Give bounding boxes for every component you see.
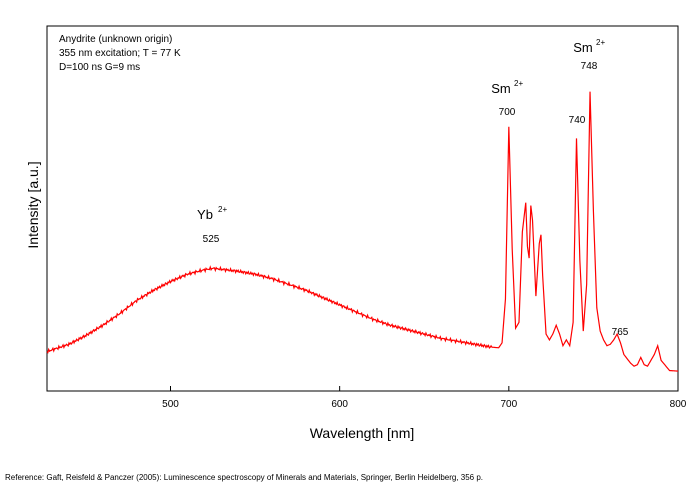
annotation-ion-label: Sm [573,40,593,55]
annotation-wavelength-label: 700 [499,107,516,118]
x-tick-label: 500 [162,399,179,410]
info-line-2: 355 nm excitation; T = 77 K [59,48,181,59]
series-line [46,91,679,372]
annotation-wavelength-label: 525 [203,234,220,245]
x-tick-label: 700 [500,399,517,410]
annotation-ion-label: Yb [197,207,213,222]
annotation-wavelength-label: 765 [612,327,629,338]
x-axis-label: Wavelength [nm] [310,425,415,441]
annotation-wavelength-label: 748 [581,61,598,72]
info-line-1: Anydrite (unknown origin) [59,34,172,45]
x-tick-label: 600 [331,399,348,410]
annotation-wavelength-label: 740 [569,115,586,126]
annotation-superscript: 2+ [218,205,227,214]
spectrum-chart: Anydrite (unknown origin) 355 nm excitat… [25,25,687,441]
annotation-superscript: 2+ [596,38,605,47]
x-tick-label: 800 [670,399,687,410]
x-axis-ticks: 500 600 700 800 [162,386,687,410]
y-axis-label: Intensity [a.u.] [25,161,41,248]
plot-frame [46,25,679,392]
reference-note: Reference: Gaft, Reisfeld & Panczer (200… [5,473,484,482]
info-line-3: D=100 ns G=9 ms [59,62,140,73]
annotation-ion-label: Sm [491,81,511,96]
annotation-superscript: 2+ [514,79,523,88]
series-layer [46,91,679,372]
